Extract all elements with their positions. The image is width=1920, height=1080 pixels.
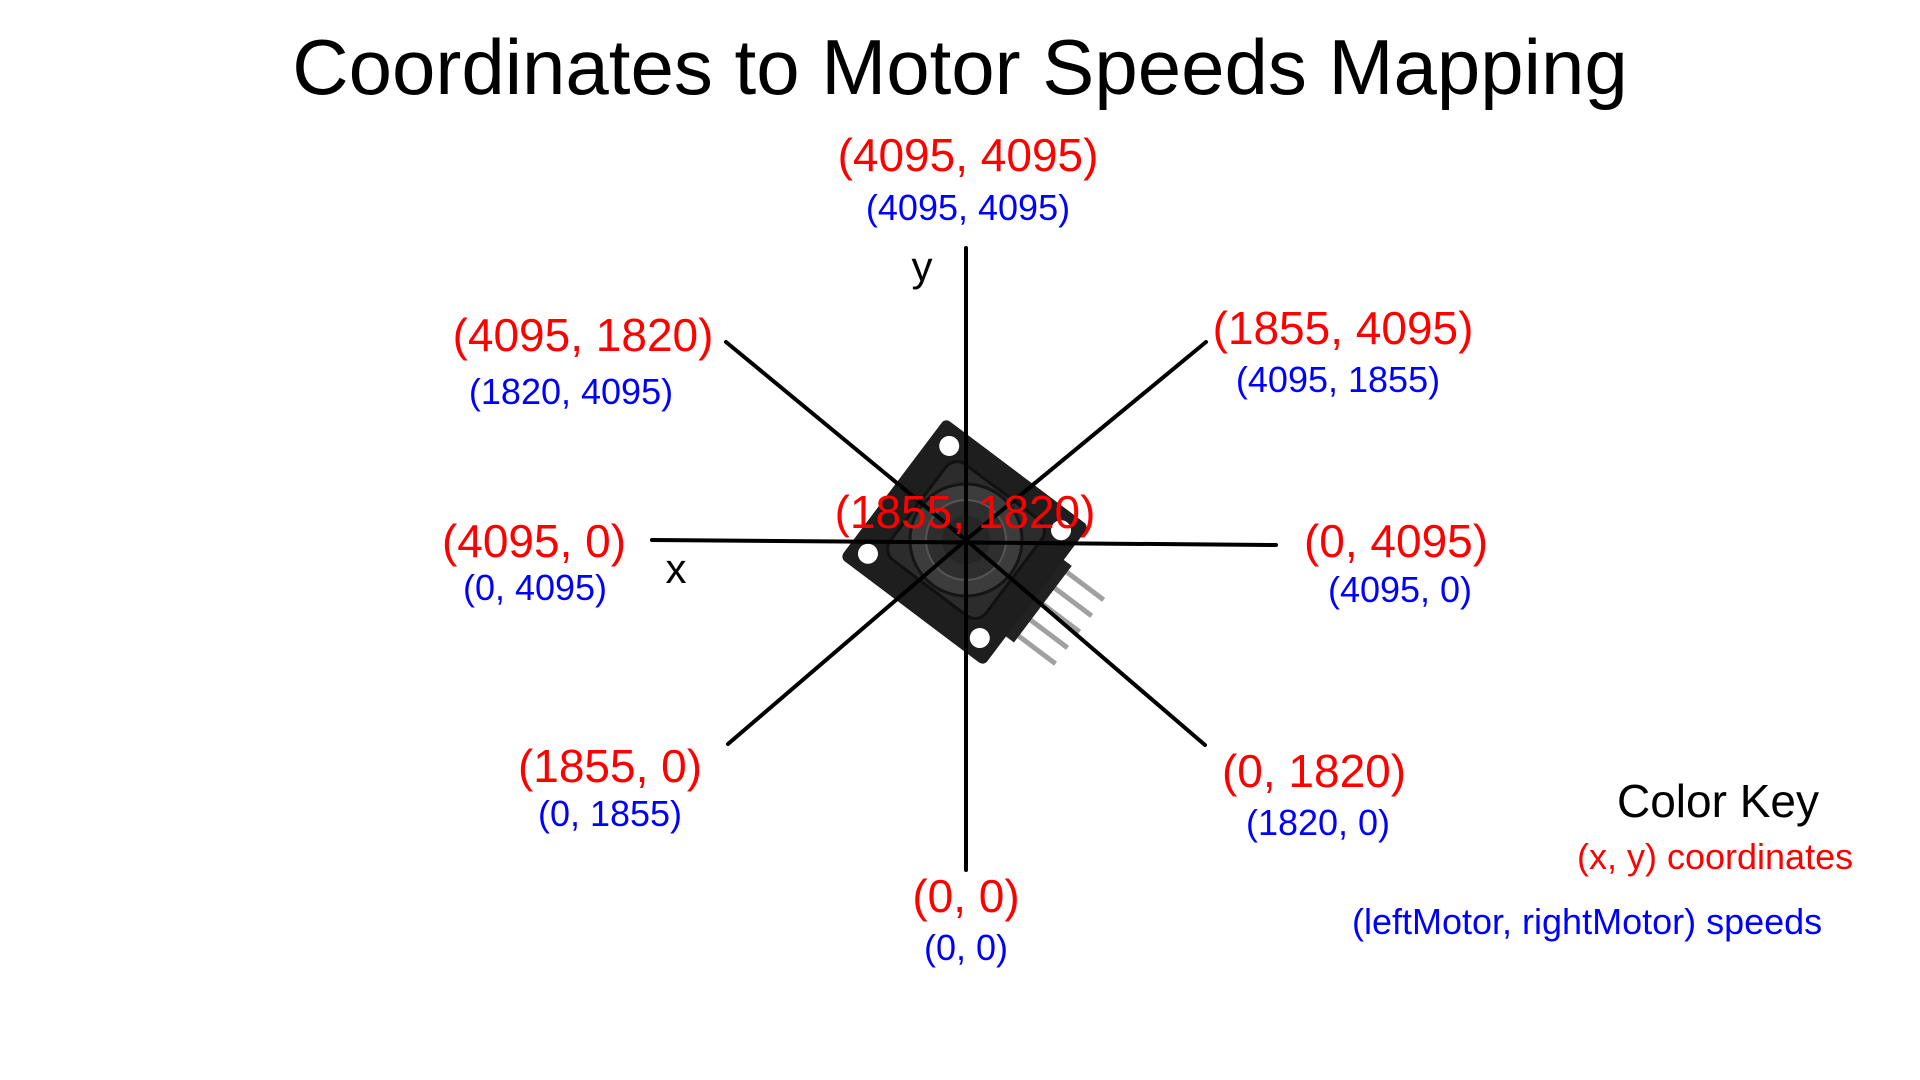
diagram-title: Coordinates to Motor Speeds Mapping (292, 23, 1628, 111)
speed-label-top-left: (1820, 4095) (468, 371, 674, 412)
color-key-title: Color Key (1617, 775, 1819, 827)
x-axis-label: x (665, 545, 687, 592)
coord-label-center: (1855, 1820) (834, 486, 1096, 538)
color-key-speed-label: (leftMotor, rightMotor) speeds (1352, 901, 1823, 942)
speed-label-top-right: (4095, 1855) (1235, 359, 1441, 400)
speed-label-bottom-left: (0, 1855) (537, 793, 683, 834)
diagonal-line-bottom-right (964, 538, 1207, 747)
coord-label-right: (0, 4095) (1303, 515, 1489, 567)
speed-label-left: (0, 4095) (462, 567, 608, 608)
color-key-coord-label: (x, y) coordinates (1577, 836, 1854, 877)
speed-label-top: (4095, 4095) (865, 187, 1071, 228)
coord-label-top-left: (4095, 1820) (452, 309, 714, 361)
speed-label-bottom: (0, 0) (923, 927, 1009, 968)
coord-label-bottom-left: (1855, 0) (517, 740, 703, 792)
coord-label-left: (4095, 0) (441, 515, 627, 567)
y-axis-label: y (911, 243, 933, 290)
diagonal-line-top-right (964, 340, 1208, 542)
diagonal-line-bottom-left (726, 538, 968, 746)
diagonal-line-top-left (724, 340, 968, 542)
speed-label-bottom-right: (1820, 0) (1245, 802, 1391, 843)
coord-label-top-right: (1855, 4095) (1212, 302, 1474, 354)
speed-label-right: (4095, 0) (1327, 569, 1473, 610)
coord-label-bottom-right: (0, 1820) (1221, 745, 1407, 797)
coord-label-top: (4095, 4095) (837, 129, 1099, 181)
coord-label-bottom: (0, 0) (912, 870, 1020, 922)
